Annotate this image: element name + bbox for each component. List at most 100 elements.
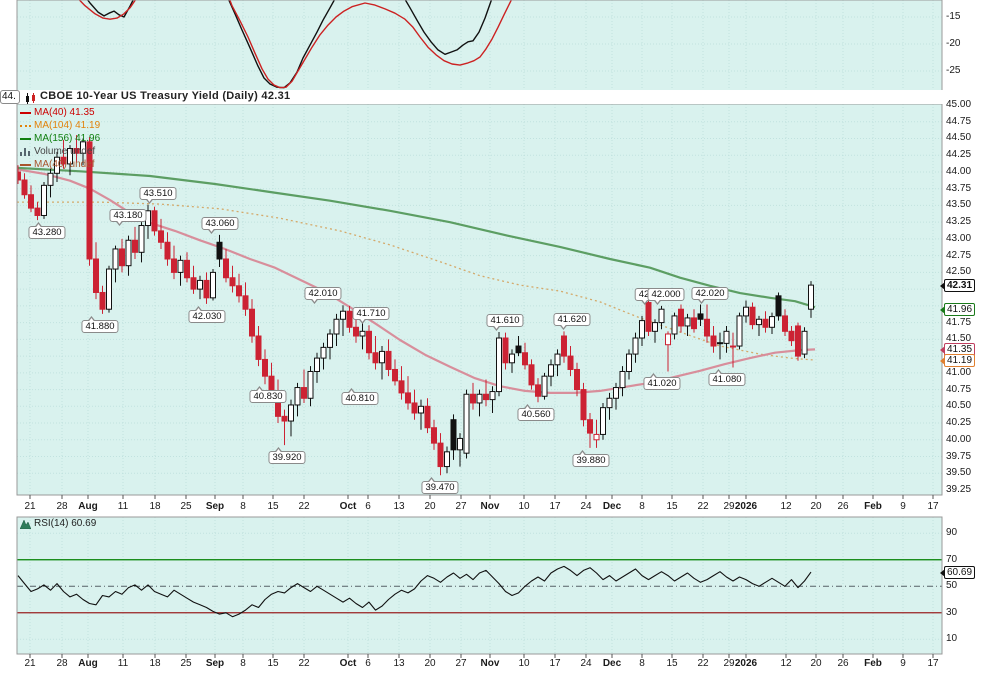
x-axis-label: 21 bbox=[24, 501, 36, 512]
panel-border bbox=[16, 516, 943, 655]
price-axis-label: 44.00 bbox=[946, 165, 972, 177]
candle bbox=[242, 295, 249, 310]
candle bbox=[535, 384, 541, 397]
candle bbox=[710, 335, 717, 347]
candle bbox=[587, 419, 593, 434]
candle bbox=[21, 179, 28, 196]
rsi-x-axis-label: 20 bbox=[810, 658, 822, 669]
price-axis-label: 39.25 bbox=[946, 484, 972, 495]
rsi-x-axis-label: 29 bbox=[723, 658, 735, 669]
price-axis-label: 40.75 bbox=[946, 383, 972, 395]
rsi-x-axis-label: 22 bbox=[298, 658, 310, 669]
price-annotation-41.020: 41.020 bbox=[643, 373, 681, 391]
x-axis-label: 10 bbox=[518, 501, 530, 512]
candle bbox=[34, 207, 41, 216]
candle bbox=[307, 370, 314, 399]
price-axis-label: 42.50 bbox=[946, 266, 972, 278]
candle bbox=[132, 239, 138, 253]
candle bbox=[561, 335, 567, 357]
candle bbox=[301, 387, 307, 399]
candle bbox=[353, 326, 359, 337]
candle bbox=[665, 333, 671, 346]
candle bbox=[691, 317, 697, 330]
volume-bars-icon bbox=[20, 147, 31, 156]
rsi-x-axis-label: 13 bbox=[393, 658, 405, 669]
price-axis-label: 45.00 bbox=[946, 99, 972, 110]
candle bbox=[632, 337, 639, 355]
candlesticks bbox=[17, 135, 814, 476]
candle bbox=[554, 353, 561, 366]
candle bbox=[437, 442, 444, 468]
price-annotation-42.030: 42.030 bbox=[188, 305, 226, 323]
x-axis-label: 6 bbox=[365, 501, 371, 512]
candle bbox=[626, 353, 632, 372]
rsi-x-axis-label: 20 bbox=[424, 658, 436, 669]
candle bbox=[645, 302, 652, 332]
candle bbox=[788, 330, 795, 342]
x-axis-label: 11 bbox=[117, 501, 129, 512]
legend-item-0: MA(40) 41.35 bbox=[20, 106, 100, 119]
candle bbox=[340, 310, 346, 320]
candle bbox=[639, 320, 645, 339]
ma156-line bbox=[17, 166, 816, 309]
price-annotation-39.470: 39.470 bbox=[421, 477, 459, 495]
candle bbox=[762, 318, 769, 328]
candle bbox=[229, 277, 236, 287]
rsi-x-axis-label: Dec bbox=[602, 658, 622, 669]
price-annotation-41.710: 41.710 bbox=[352, 307, 390, 325]
x-axis-label: 9 bbox=[900, 501, 906, 512]
rsi-axis-label: 10 bbox=[946, 633, 958, 645]
price-axis-label: 44.25 bbox=[946, 149, 972, 161]
page-title: CBOE 10-Year US Treasury Yield (Daily) 4… bbox=[40, 90, 291, 102]
rsi-x-axis-label: 8 bbox=[240, 658, 246, 669]
rsi-x-axis-label: Aug bbox=[78, 658, 98, 669]
candle bbox=[93, 258, 99, 293]
x-axis-label: 26 bbox=[837, 501, 849, 512]
rsi-x-axis-label: 11 bbox=[117, 658, 129, 669]
legend-item-label: Volume undef bbox=[34, 146, 96, 157]
candle bbox=[249, 308, 255, 337]
candle bbox=[359, 330, 366, 337]
candle bbox=[463, 393, 470, 454]
candle bbox=[392, 368, 398, 382]
rsi-x-axis-label: 10 bbox=[518, 658, 530, 669]
candle bbox=[210, 271, 216, 299]
candle bbox=[717, 342, 723, 345]
price-annotation-43.060: 43.060 bbox=[201, 216, 239, 234]
candle bbox=[197, 279, 203, 290]
candle bbox=[405, 392, 411, 404]
rsi-x-axis-label: Oct bbox=[339, 658, 357, 669]
x-axis-label: 25 bbox=[180, 501, 192, 512]
candle bbox=[281, 415, 288, 422]
candle bbox=[743, 306, 749, 317]
candle bbox=[177, 259, 184, 273]
candle bbox=[756, 318, 762, 326]
price-axis-label: 44.50 bbox=[946, 132, 972, 144]
candle bbox=[41, 184, 47, 216]
price-axis-label: 43.00 bbox=[946, 232, 972, 244]
x-axis-label: Oct bbox=[339, 501, 357, 512]
candle bbox=[450, 419, 457, 451]
candle bbox=[489, 391, 496, 401]
rsi-axis-label: 50 bbox=[946, 580, 958, 592]
candle bbox=[86, 141, 93, 260]
price-callout-41.19: 41.19 bbox=[940, 354, 976, 368]
candle bbox=[808, 284, 814, 310]
price-callout-42.31: 42.31 bbox=[940, 279, 976, 293]
candle bbox=[366, 330, 372, 354]
title-bar: 44. CBOE 10-Year US Treasury Yield (Dail… bbox=[0, 90, 990, 104]
rsi-x-axis-label: 15 bbox=[267, 658, 279, 669]
candle bbox=[574, 368, 580, 391]
x-axis-label: 17 bbox=[549, 501, 561, 512]
candle bbox=[600, 407, 606, 435]
candle bbox=[483, 393, 489, 401]
candle bbox=[619, 370, 626, 389]
price-axis-label: 40.50 bbox=[946, 400, 972, 412]
rsi-x-axis-label: 18 bbox=[149, 658, 161, 669]
rsi-x-axis-label: 6 bbox=[365, 658, 371, 669]
top-panel-bg bbox=[17, 0, 942, 92]
candle bbox=[411, 402, 418, 414]
rsi-line bbox=[17, 565, 812, 618]
